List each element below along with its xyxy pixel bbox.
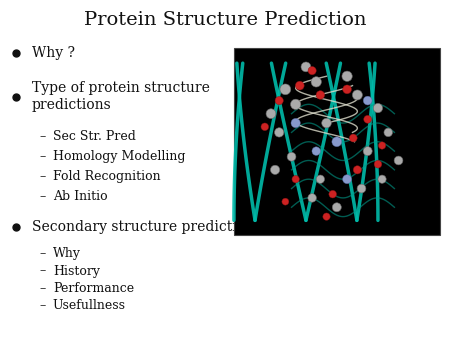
Text: Protein Structure Prediction: Protein Structure Prediction (84, 11, 366, 29)
Point (309, 195, 316, 201)
Point (385, 130, 392, 135)
Point (261, 124, 268, 129)
Point (323, 120, 330, 126)
Point (364, 98, 371, 103)
Point (343, 177, 351, 182)
Point (309, 68, 316, 73)
Text: Fold Recognition: Fold Recognition (53, 171, 161, 183)
Text: –: – (40, 130, 45, 143)
Bar (234, 48, 440, 235)
Text: –: – (40, 247, 45, 260)
Text: –: – (40, 190, 45, 204)
Point (288, 154, 295, 159)
Point (323, 214, 330, 219)
Point (292, 102, 299, 107)
Point (292, 120, 299, 126)
Text: Sec Str. Pred: Sec Str. Pred (53, 130, 136, 143)
Point (313, 79, 320, 85)
Point (282, 87, 289, 92)
Text: History: History (53, 265, 100, 278)
Point (317, 177, 324, 182)
Text: Performance: Performance (53, 282, 134, 295)
Text: –: – (40, 265, 45, 278)
Point (378, 177, 386, 182)
Point (302, 64, 310, 70)
Point (364, 117, 371, 122)
Text: Homology Modelling: Homology Modelling (53, 150, 185, 163)
Point (350, 135, 357, 141)
Point (354, 167, 361, 173)
Point (317, 92, 324, 98)
Point (354, 92, 361, 98)
Point (271, 167, 279, 173)
Text: Why ?: Why ? (32, 46, 75, 60)
Point (374, 161, 382, 167)
Point (333, 139, 340, 145)
Point (296, 83, 303, 88)
Text: –: – (40, 299, 45, 312)
Text: –: – (40, 171, 45, 183)
Point (364, 148, 371, 154)
Point (282, 199, 289, 204)
Text: –: – (40, 282, 45, 295)
Point (343, 87, 351, 92)
Point (329, 191, 336, 197)
Text: Ab Initio: Ab Initio (53, 190, 108, 204)
Point (343, 73, 351, 79)
Text: –: – (40, 150, 45, 163)
Point (395, 158, 402, 163)
Point (275, 130, 283, 135)
Point (333, 205, 340, 210)
Point (358, 186, 365, 191)
Point (378, 143, 386, 148)
Text: Secondary structure prediction: Secondary structure prediction (32, 220, 254, 234)
Text: Why: Why (53, 247, 81, 260)
Point (374, 105, 382, 111)
Text: Type of protein structure
predictions: Type of protein structure predictions (32, 81, 210, 112)
Point (275, 98, 283, 103)
Point (292, 177, 299, 182)
Point (267, 111, 274, 116)
Text: Usefullness: Usefullness (53, 299, 126, 312)
Point (313, 148, 320, 154)
